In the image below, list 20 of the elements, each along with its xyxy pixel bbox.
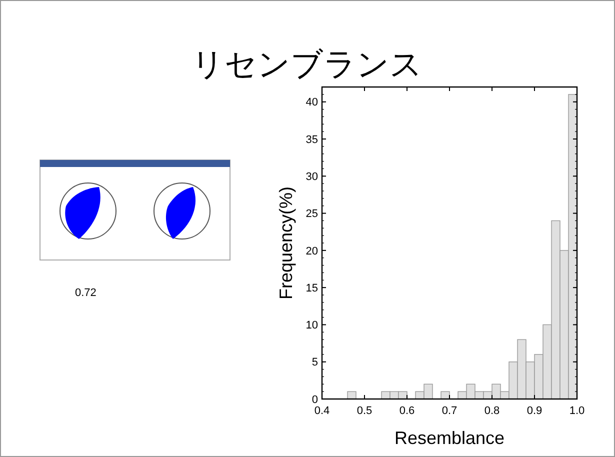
y-tick-label: 5 bbox=[312, 356, 318, 369]
y-tick-label: 25 bbox=[306, 208, 318, 220]
y-tick-label: 40 bbox=[306, 96, 318, 109]
x-tick-label: 1.0 bbox=[569, 405, 585, 417]
x-tick-label: 0.9 bbox=[526, 405, 542, 417]
chart-title: リセンブランス bbox=[192, 45, 422, 83]
x-tick-label: 0.5 bbox=[356, 405, 372, 417]
x-tick-label: 0.8 bbox=[484, 405, 500, 417]
y-tick-label: 15 bbox=[306, 282, 318, 294]
y-tick-label: 0 bbox=[312, 394, 318, 406]
text: 0.72 bbox=[75, 287, 96, 299]
y-tick-label: 10 bbox=[306, 320, 318, 332]
y-tick-label: 20 bbox=[306, 245, 318, 258]
x-tick-label: 0.6 bbox=[399, 405, 415, 417]
x-tick-label: 0.4 bbox=[314, 405, 330, 417]
x-tick-label: 0.7 bbox=[442, 405, 458, 417]
y-tick-label: 35 bbox=[306, 134, 318, 146]
y-tick-label: 30 bbox=[306, 170, 318, 183]
y-axis-title: Frequency(%) bbox=[276, 186, 296, 300]
x-axis-title: Resemblance bbox=[394, 428, 505, 448]
